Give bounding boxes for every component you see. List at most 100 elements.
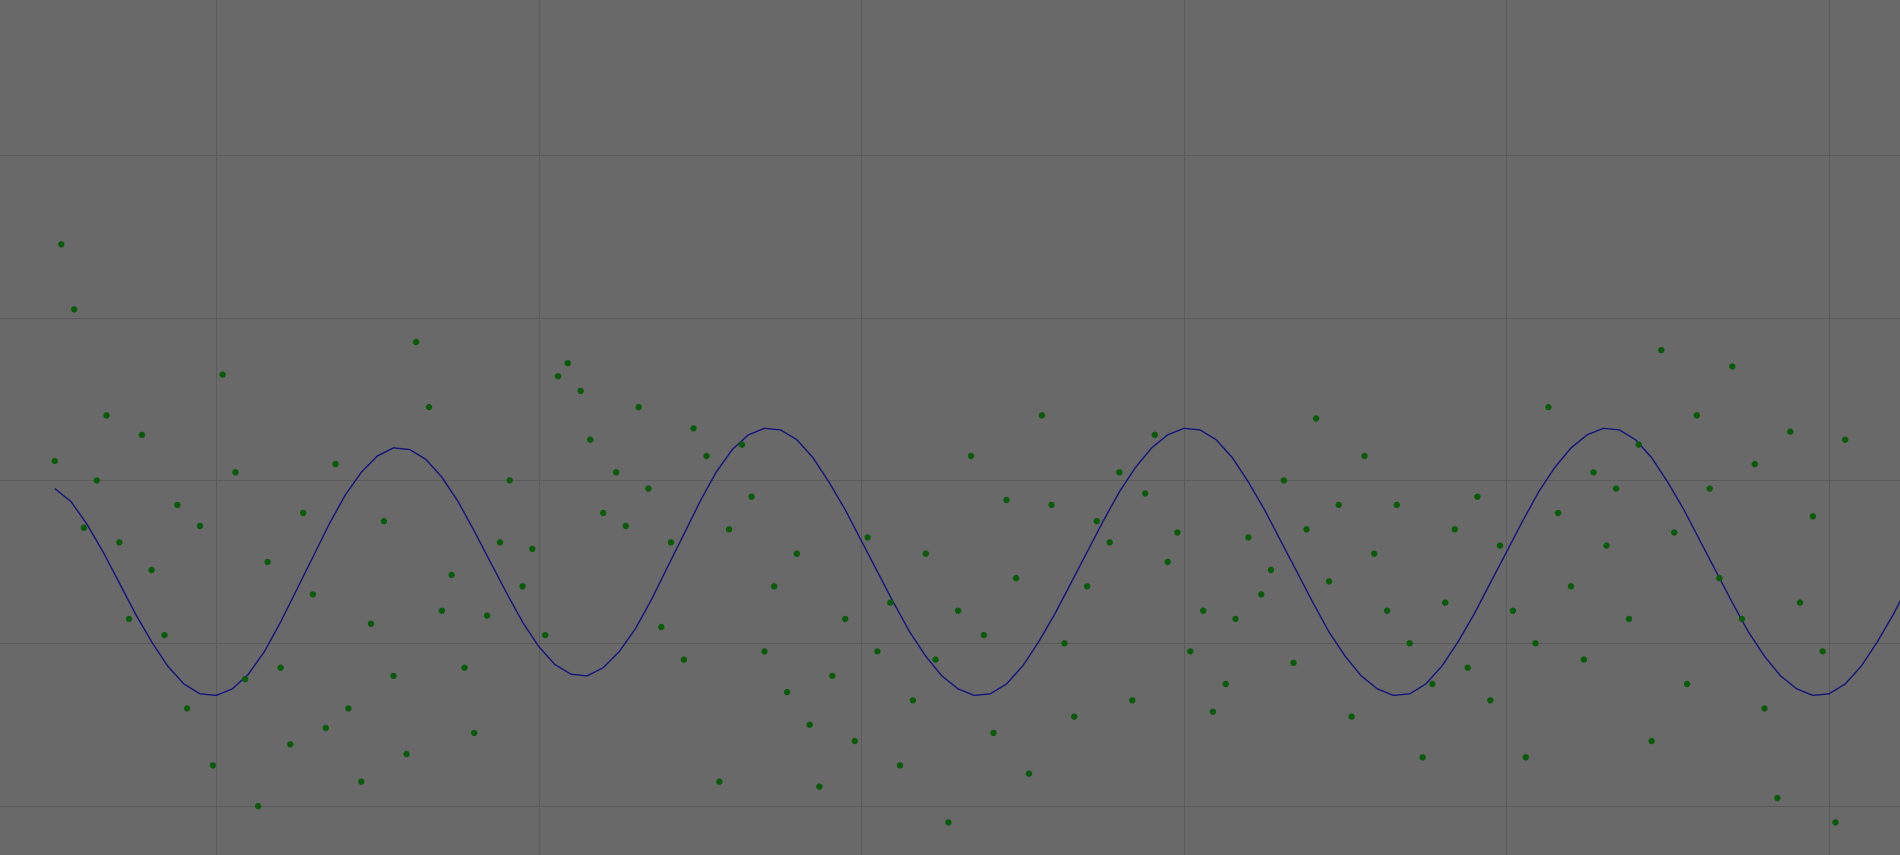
chart-line-series xyxy=(54,427,1900,697)
scatter-point xyxy=(1038,412,1046,419)
scatter-point xyxy=(1151,431,1159,438)
scatter-point xyxy=(1312,415,1320,422)
scatter-point xyxy=(922,550,929,557)
scatter-point xyxy=(1590,469,1597,476)
scatter-point xyxy=(1258,591,1265,598)
scatter-point xyxy=(1625,615,1633,623)
scatter-point xyxy=(851,737,858,745)
scatter-point xyxy=(116,539,123,546)
scatter-point xyxy=(945,819,952,826)
scatter-point xyxy=(174,501,181,509)
scatter-point xyxy=(1451,526,1459,533)
scatter-point xyxy=(635,403,642,411)
scatter-point xyxy=(587,436,594,443)
scatter-point xyxy=(612,469,620,476)
scatter-point xyxy=(483,612,491,619)
scatter-point xyxy=(1393,501,1401,509)
scatter-point xyxy=(658,623,665,631)
scatter-point xyxy=(1716,574,1723,582)
scatter-point xyxy=(1025,770,1033,777)
scatter-point xyxy=(125,615,133,623)
scatter-point xyxy=(645,485,652,492)
scatter-point xyxy=(1419,754,1426,761)
scatter-point xyxy=(954,607,962,614)
scatter-point xyxy=(1706,485,1713,492)
scatter-point xyxy=(103,412,110,419)
scatter-point xyxy=(461,664,468,671)
scatter-point xyxy=(380,517,388,525)
scatter-point xyxy=(1545,403,1552,411)
scatter-point xyxy=(896,762,904,769)
scatter-point xyxy=(403,750,410,758)
scatter-point xyxy=(771,583,778,590)
scatter-point xyxy=(1083,583,1091,590)
scatter-point xyxy=(690,425,697,432)
scatter-point xyxy=(1774,794,1781,802)
scatter-point xyxy=(1683,680,1691,688)
scatter-point xyxy=(51,457,58,465)
scatter-point xyxy=(1406,640,1413,647)
scatter-point xyxy=(242,675,249,683)
scatter-point xyxy=(806,721,813,728)
scatter-point xyxy=(554,373,562,380)
fitted-curve-line xyxy=(54,427,1900,697)
scatter-point xyxy=(783,688,791,696)
scatter-point xyxy=(1509,607,1517,614)
scatter-point xyxy=(564,360,571,367)
scatter-point xyxy=(967,452,975,460)
scatter-point xyxy=(390,672,397,680)
scatter-point xyxy=(793,550,800,557)
scatter-point xyxy=(161,631,168,639)
chart-scatter-series xyxy=(51,241,1849,826)
scatter-point xyxy=(1209,708,1217,715)
scatter-point xyxy=(1232,615,1239,623)
scatter-point xyxy=(1116,469,1123,476)
scatter-point xyxy=(1658,346,1665,354)
scatter-point xyxy=(309,591,317,598)
scatter-point xyxy=(1142,490,1149,497)
scatter-point xyxy=(725,526,733,533)
scatter-point xyxy=(816,783,823,790)
scatter-point xyxy=(1832,819,1839,826)
scatter-point xyxy=(1071,713,1078,720)
scatter-point xyxy=(1612,485,1620,492)
scatter-point xyxy=(1603,542,1610,549)
scatter-point xyxy=(1751,460,1759,468)
scatter-point xyxy=(1787,428,1794,435)
scatter-point xyxy=(1003,496,1010,504)
scatter-point xyxy=(874,648,881,655)
scatter-point xyxy=(887,599,894,606)
scatter-point xyxy=(1738,615,1746,623)
scatter-point xyxy=(412,338,420,346)
scatter-point xyxy=(1348,713,1355,720)
scatter-point xyxy=(1093,517,1101,525)
scatter-point xyxy=(1464,664,1471,671)
scatter-point xyxy=(1761,705,1768,712)
scatter-point xyxy=(622,522,629,530)
scatter-point xyxy=(358,778,365,785)
scatter-point xyxy=(738,441,746,448)
scatter-point xyxy=(1796,599,1804,606)
scatter-point xyxy=(1164,558,1171,566)
scatter-point xyxy=(1648,737,1655,745)
scatter-point xyxy=(300,509,307,517)
scatter-point xyxy=(1200,607,1207,614)
scatter-point xyxy=(1496,542,1504,549)
scatter-point xyxy=(287,741,294,748)
scatter-point xyxy=(1222,680,1230,688)
scatter-point xyxy=(1174,529,1181,536)
scatter-point xyxy=(1554,509,1562,517)
scatter-point xyxy=(367,620,375,627)
scatter-point xyxy=(345,705,352,712)
scatter-point xyxy=(1487,697,1494,704)
scatter-point xyxy=(1522,754,1530,761)
scatter-point xyxy=(1061,640,1068,647)
scatter-point xyxy=(254,802,262,810)
scatter-point xyxy=(219,371,226,378)
scatter-point xyxy=(667,539,675,546)
scatter-point xyxy=(1280,477,1288,484)
scatter-point xyxy=(842,615,849,623)
